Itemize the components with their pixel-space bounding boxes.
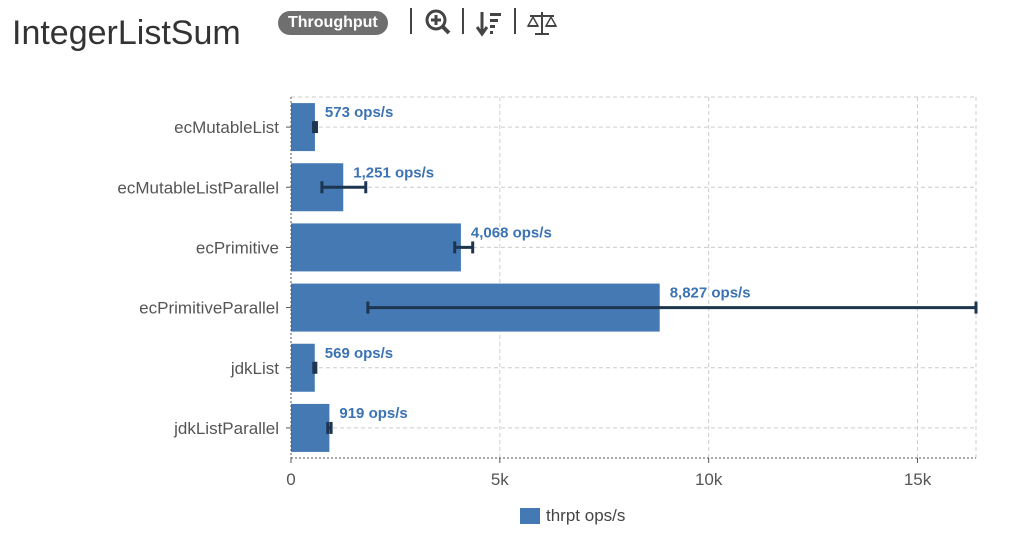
data-label: 4,068 ops/s bbox=[471, 224, 552, 241]
bar bbox=[291, 103, 315, 152]
bar bbox=[291, 343, 315, 392]
bar bbox=[291, 403, 330, 452]
y-tick-label: ecPrimitiveParallel bbox=[139, 299, 279, 318]
zoom-in-icon[interactable] bbox=[424, 8, 454, 45]
y-tick-label: ecMutableList bbox=[174, 118, 279, 137]
mode-badge[interactable]: Throughput bbox=[278, 11, 388, 35]
x-tick-label: 5k bbox=[491, 470, 509, 489]
divider bbox=[410, 8, 412, 34]
x-tick-label: 0 bbox=[286, 470, 295, 489]
data-label: 1,251 ops/s bbox=[353, 164, 434, 181]
bar bbox=[291, 223, 461, 272]
y-tick-label: ecMutableListParallel bbox=[117, 178, 279, 197]
data-label: 569 ops/s bbox=[325, 345, 393, 362]
balance-scale-icon[interactable] bbox=[526, 8, 558, 45]
data-label: 919 ops/s bbox=[339, 405, 407, 422]
y-tick-label: jdkList bbox=[230, 359, 279, 378]
y-tick-label: jdkListParallel bbox=[173, 419, 279, 438]
data-label: 573 ops/s bbox=[325, 104, 393, 121]
divider bbox=[514, 8, 516, 34]
data-label: 8,827 ops/s bbox=[670, 285, 751, 302]
divider bbox=[462, 8, 464, 34]
x-tick-label: 15k bbox=[904, 470, 932, 489]
page-title: IntegerListSum bbox=[12, 14, 241, 52]
legend-label: thrpt ops/s bbox=[546, 506, 626, 525]
legend-swatch bbox=[520, 508, 540, 524]
legend[interactable]: thrpt ops/s bbox=[520, 506, 625, 526]
x-tick-label: 10k bbox=[695, 470, 723, 489]
y-tick-label: ecPrimitive bbox=[196, 238, 279, 257]
sort-icon[interactable] bbox=[475, 8, 504, 45]
